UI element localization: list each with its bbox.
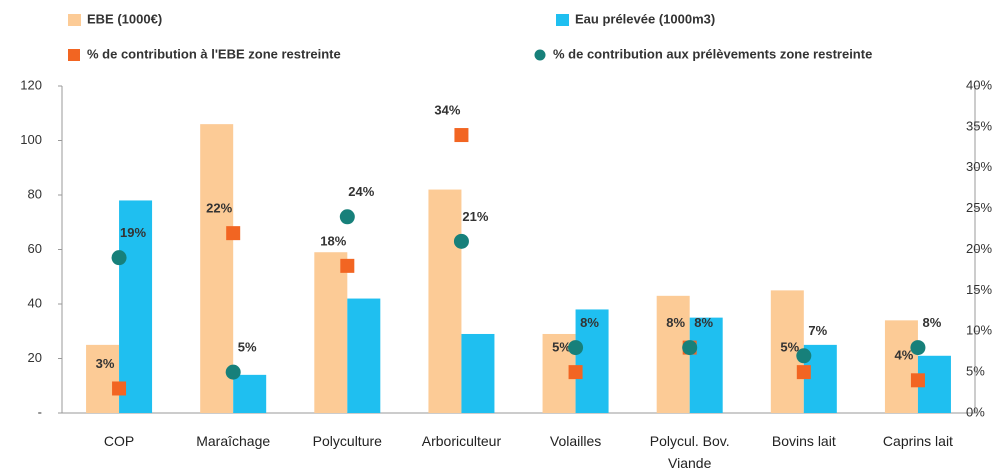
data-label: 8% (694, 315, 713, 330)
data-label: 7% (808, 323, 827, 338)
bar (314, 252, 348, 413)
marker-circle (111, 250, 127, 266)
legend-swatch (534, 49, 546, 61)
y-tick-label: 60 (28, 241, 42, 256)
bar (461, 333, 495, 413)
x-tick-label: Arboriculteur (421, 433, 502, 449)
bar (575, 309, 609, 413)
data-label: 34% (434, 102, 460, 117)
y2-tick-label: 10% (966, 323, 992, 338)
legend-label: % de contribution à l'EBE zone restreint… (87, 46, 341, 61)
data-label: 3% (96, 356, 115, 371)
x-tick-label: Maraîchage (196, 433, 271, 449)
y2-tick-label: 0% (966, 404, 985, 419)
data-label: 22% (206, 201, 232, 216)
bar (428, 189, 462, 413)
marker-circle (910, 340, 926, 356)
bar (233, 374, 267, 413)
x-tick-label: Caprins lait (882, 433, 953, 449)
marker-square (568, 365, 583, 380)
y2-tick-label: 25% (966, 200, 992, 215)
x-tick-label: Volailles (549, 433, 602, 449)
y-tick-label: - (38, 404, 42, 419)
y2-tick-label: 30% (966, 159, 992, 174)
legend-label: Eau prélevée (1000m3) (575, 11, 715, 26)
marker-square (910, 373, 925, 388)
marker-circle (568, 340, 584, 356)
data-label: 5% (552, 340, 571, 355)
legend-swatch (68, 49, 80, 61)
legend-swatch (556, 14, 569, 26)
data-label: 19% (120, 225, 146, 240)
bar (86, 344, 120, 413)
marker-circle (339, 209, 355, 225)
data-label: 8% (666, 315, 685, 330)
marker-circle (453, 233, 469, 249)
marker-square (454, 128, 469, 143)
data-label: 21% (462, 209, 488, 224)
marker-circle (682, 340, 698, 356)
x-tick-label: COP (103, 433, 135, 449)
data-label: 24% (348, 184, 374, 199)
marker-square (112, 381, 127, 396)
y2-tick-label: 15% (966, 282, 992, 297)
marker-square (796, 365, 811, 380)
data-label: 8% (923, 315, 942, 330)
x-tick-label: Bovins lait (771, 433, 836, 449)
y-tick-label: 20 (28, 350, 42, 365)
y2-tick-label: 35% (966, 118, 992, 133)
data-label: 18% (320, 233, 346, 248)
y2-tick-label: 40% (966, 77, 992, 92)
marker-square (340, 258, 355, 273)
y-tick-label: 100 (20, 132, 42, 147)
legend-label: % de contribution aux prélèvements zone … (553, 46, 872, 61)
bar (200, 124, 234, 414)
bar (884, 320, 918, 413)
data-label: 4% (895, 348, 914, 363)
data-label: 5% (238, 340, 257, 355)
y2-tick-label: 5% (966, 364, 985, 379)
y-tick-label: 40 (28, 295, 42, 310)
bar (119, 200, 153, 413)
y-tick-label: 80 (28, 186, 42, 201)
data-label: 5% (780, 340, 799, 355)
y2-tick-label: 20% (966, 241, 992, 256)
marker-circle (796, 348, 812, 364)
x-tick-label: Polycul. Bov. Viande (649, 433, 730, 471)
legend-label: EBE (1000€) (87, 11, 162, 26)
x-tick-label: Polyculture (312, 433, 382, 449)
bar (347, 298, 381, 413)
marker-circle (225, 364, 241, 380)
data-label: 8% (580, 315, 599, 330)
marker-square (226, 226, 241, 241)
y-tick-label: 120 (20, 77, 42, 92)
legend-swatch (68, 14, 81, 26)
bar (689, 317, 723, 413)
